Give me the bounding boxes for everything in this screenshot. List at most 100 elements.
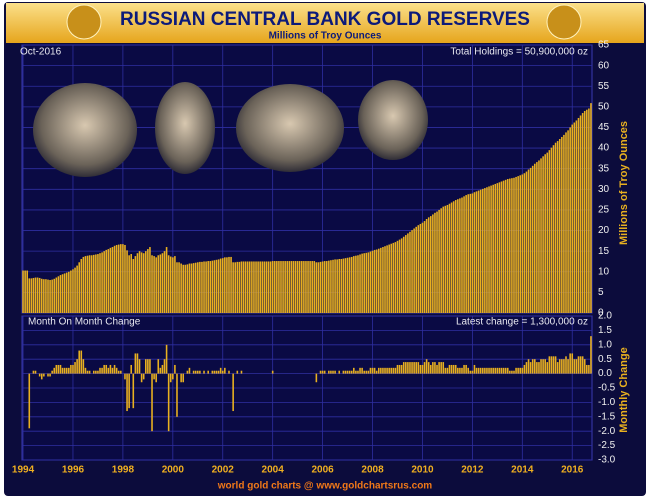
x-tick-label: 2004 <box>262 465 285 476</box>
bar <box>174 256 176 313</box>
bar <box>538 160 540 313</box>
bar <box>105 365 107 374</box>
bar <box>586 365 588 374</box>
bar <box>56 365 58 374</box>
bar <box>234 262 236 313</box>
bar <box>37 278 39 313</box>
bar <box>28 374 30 429</box>
bar <box>162 253 164 313</box>
bar <box>447 205 449 313</box>
bar <box>494 368 496 374</box>
bar <box>424 362 426 374</box>
bar <box>513 371 515 374</box>
bar <box>576 120 578 313</box>
bar <box>47 374 49 377</box>
bar <box>532 359 534 373</box>
bar <box>218 259 220 313</box>
bar <box>588 108 590 313</box>
bar <box>174 365 176 374</box>
bar <box>567 130 569 313</box>
bar <box>430 365 432 374</box>
bar <box>124 374 126 380</box>
bar <box>415 362 417 374</box>
bar <box>74 268 76 313</box>
bar <box>89 371 91 374</box>
bar <box>497 368 499 374</box>
bar <box>372 368 374 374</box>
y-tick-label: -1.5 <box>598 411 616 422</box>
bar <box>241 261 243 313</box>
bar <box>326 261 328 313</box>
bar <box>368 371 370 374</box>
bar <box>83 359 85 373</box>
bar <box>540 359 542 373</box>
bar <box>207 371 209 374</box>
bar <box>85 368 87 374</box>
bar <box>353 368 355 374</box>
bar <box>97 371 99 374</box>
bar <box>413 228 415 313</box>
bar <box>324 261 326 313</box>
bar <box>222 371 224 374</box>
bar <box>39 374 41 377</box>
bar <box>291 261 293 313</box>
bar <box>266 261 268 313</box>
bar <box>180 264 182 313</box>
bar <box>39 278 41 313</box>
bar <box>544 359 546 373</box>
bar <box>482 368 484 374</box>
bar <box>359 254 361 313</box>
y-tick-label: 50 <box>598 101 610 112</box>
bar <box>53 279 55 313</box>
bar <box>565 356 567 373</box>
bar <box>557 141 559 313</box>
bar <box>553 356 555 373</box>
bar <box>130 254 132 313</box>
bar <box>128 374 130 409</box>
y-tick-label: -1.0 <box>598 397 616 408</box>
bar <box>299 261 301 313</box>
bar <box>571 353 573 373</box>
bar <box>382 368 384 374</box>
bar <box>164 251 166 313</box>
bar <box>357 255 359 313</box>
bar <box>524 365 526 374</box>
bar <box>467 194 469 313</box>
bar <box>41 374 43 380</box>
bar <box>203 371 205 374</box>
bar <box>486 187 488 313</box>
bar <box>403 362 405 374</box>
bar <box>309 261 311 313</box>
bar <box>426 219 428 313</box>
bar <box>120 371 122 374</box>
bar <box>511 371 513 374</box>
bar <box>114 365 116 374</box>
bar <box>386 368 388 374</box>
bar <box>195 371 197 374</box>
bar <box>349 371 351 374</box>
bar <box>569 353 571 373</box>
bar <box>395 242 397 313</box>
bar <box>580 356 582 373</box>
bar <box>51 280 53 313</box>
bar <box>457 368 459 374</box>
bar <box>509 371 511 374</box>
bar <box>66 368 68 374</box>
bar <box>334 259 336 313</box>
bar <box>519 368 521 374</box>
y-tick-label: 35 <box>598 163 610 174</box>
bar <box>330 260 332 313</box>
bar <box>420 224 422 313</box>
bar <box>93 255 95 313</box>
bar <box>76 359 78 373</box>
y-tick-label: 25 <box>598 205 610 216</box>
bar <box>155 257 157 313</box>
bar <box>415 227 417 313</box>
bar <box>189 368 191 374</box>
bar <box>153 374 155 380</box>
bar <box>164 359 166 373</box>
bar <box>378 368 380 374</box>
x-tick-label: 2008 <box>361 465 384 476</box>
bar <box>351 371 353 374</box>
bar <box>74 362 76 374</box>
